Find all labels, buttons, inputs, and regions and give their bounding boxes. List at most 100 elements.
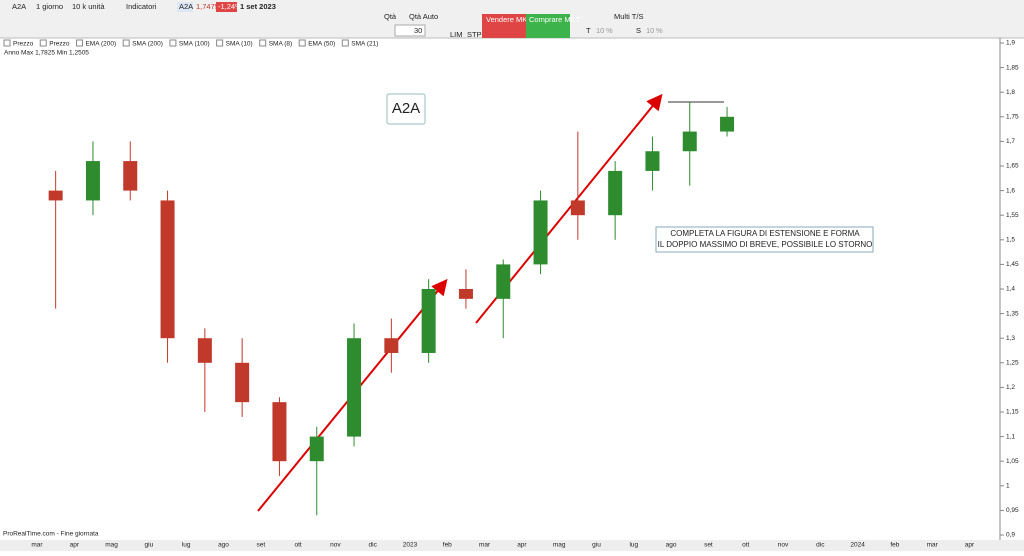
x-tick-label: set [704, 542, 713, 549]
x-tick-label: mag [105, 542, 118, 549]
qty-value[interactable]: 30 [414, 26, 422, 35]
y-tick-label: 1,15 [1006, 409, 1019, 416]
legend-checkbox [169, 39, 177, 47]
s[interactable]: S [636, 26, 641, 35]
candle-body [608, 170, 623, 216]
legend-item: EMA (50) [308, 41, 335, 48]
legend-checkbox [122, 39, 130, 47]
x-tick-label: mar [479, 542, 491, 549]
x-tick-label: apr [517, 542, 527, 549]
symbol[interactable]: A2A [12, 2, 26, 11]
x-tick-label: dic [816, 542, 825, 549]
legend-checkbox [216, 39, 224, 47]
annotation-box [655, 226, 874, 253]
period[interactable]: 1 giorno [36, 2, 63, 11]
s-value[interactable]: 10 [646, 26, 654, 35]
s-unit: % [656, 26, 663, 35]
legend-item: Prezzo [49, 41, 70, 48]
candle-body [458, 289, 473, 299]
candle-body [347, 338, 362, 437]
change-box [216, 2, 237, 12]
x-tick-label: ago [666, 542, 677, 549]
y-tick-label: 1,5 [1006, 237, 1015, 244]
date: 1 set 2023 [240, 2, 276, 11]
annotation: COMPLETA LA FIGURA DI ESTENSIONE E FORMA [670, 229, 860, 238]
legend-checkbox [341, 39, 349, 47]
x-tick-label: apr [70, 542, 80, 549]
candle-body [570, 200, 585, 216]
y-tick-label: 1,25 [1006, 360, 1019, 367]
qty: Qtà [384, 12, 397, 21]
candle-body [160, 200, 175, 339]
y-tick-label: 1,85 [1006, 64, 1019, 71]
y-tick-label: 0,95 [1006, 507, 1019, 514]
legend-item: SMA (100) [179, 41, 210, 48]
legend-checkbox [298, 39, 306, 47]
x-tick-label: mar [31, 542, 43, 549]
buy-button[interactable] [526, 14, 570, 38]
x-tick-label: apr [965, 542, 975, 549]
title-box [386, 93, 426, 125]
candle-body [197, 338, 212, 363]
y-tick-label: 1,75 [1006, 114, 1019, 121]
t-unit: % [606, 26, 613, 35]
candle-body [309, 436, 324, 462]
x-tick-label: giu [592, 542, 601, 549]
buy[interactable]: Comprare MKT [529, 15, 581, 24]
x-tick-label: nov [778, 542, 789, 549]
x-tick-label: feb [890, 542, 899, 549]
x-tick-label: 2023 [403, 542, 418, 549]
x-tick-label: giu [145, 542, 154, 549]
legend-item: SMA (200) [132, 41, 163, 48]
x-tick-label: lug [629, 542, 638, 549]
x-tick-label: ott [742, 542, 749, 549]
qty-input[interactable] [394, 24, 426, 37]
footer: ProRealTime.com - Fine giornata [3, 531, 99, 538]
chart-title: A2A [392, 100, 420, 117]
indicators[interactable]: Indicatori [126, 2, 157, 11]
legend-checkbox [75, 39, 83, 47]
legend-item: Prezzo [13, 41, 34, 48]
y-tick-label: 1,1 [1006, 433, 1015, 440]
x-tick-label: nov [330, 542, 341, 549]
legend-item: EMA (200) [85, 41, 116, 48]
y-tick-label: 0,9 [1006, 532, 1015, 539]
candle-body [720, 116, 735, 132]
price: 1,7475 [196, 2, 219, 11]
candle-body [85, 161, 100, 201]
x-tick-label: set [256, 542, 265, 549]
candle-body [48, 190, 63, 201]
candle-body [235, 362, 250, 403]
x-tick-label: dic [369, 542, 378, 549]
legend-item: SMA (10) [226, 41, 253, 48]
y-tick-label: 1,05 [1006, 458, 1019, 465]
candle-body [421, 289, 436, 353]
sell[interactable]: Vendere MKT [486, 15, 532, 24]
stp[interactable]: STP [467, 30, 482, 39]
units[interactable]: 10 k unità [72, 2, 105, 11]
legend-checkbox [39, 39, 47, 47]
y-tick-label: 1,8 [1006, 89, 1015, 96]
legend-item: SMA (21) [351, 41, 378, 48]
candle-body [533, 200, 548, 265]
candle-body [384, 338, 399, 353]
annotation: IL DOPPIO MASSIMO DI BREVE, POSSIBILE LO… [658, 240, 873, 249]
t[interactable]: T [586, 26, 591, 35]
x-tick-label: mag [553, 542, 566, 549]
candle-body [682, 131, 697, 152]
legend-checkbox [3, 39, 11, 47]
y-tick-label: 1,7 [1006, 138, 1015, 145]
sell-button[interactable] [482, 14, 526, 38]
x-tick-label: feb [443, 542, 452, 549]
lim[interactable]: LIM [450, 30, 463, 39]
legend-checkbox [259, 39, 267, 47]
t-value[interactable]: 10 [596, 26, 604, 35]
multi[interactable]: Multi T/S [614, 12, 643, 21]
x-tick-label: 2024 [850, 542, 865, 549]
x-tick-label: ott [294, 542, 301, 549]
ticker: A2A [179, 2, 193, 11]
y-tick-label: 1,55 [1006, 212, 1019, 219]
qty-auto[interactable]: Qtà Auto [409, 12, 438, 21]
change: -1,24% [218, 2, 242, 11]
